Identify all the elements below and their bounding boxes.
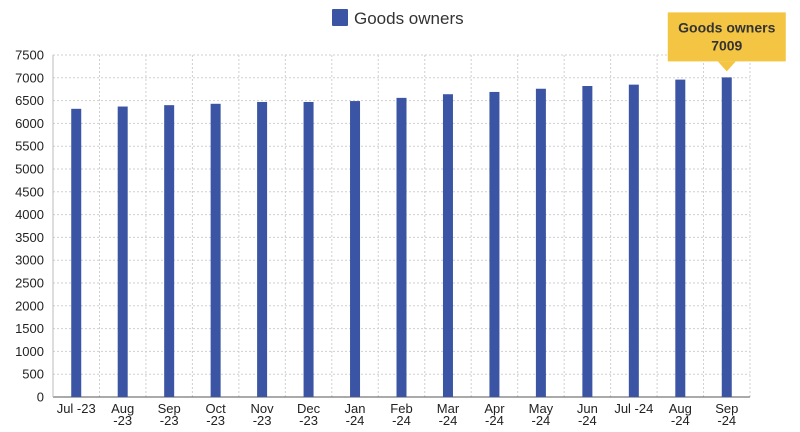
bar[interactable]: [396, 97, 407, 397]
y-tick-label: 3500: [15, 230, 44, 245]
x-tick-label: Sep -23: [158, 401, 181, 428]
x-tick-label: Jun -24: [577, 401, 598, 428]
y-tick-label: 2000: [15, 298, 44, 313]
y-tick-label: 0: [37, 390, 44, 405]
bar[interactable]: [442, 94, 453, 397]
legend-swatch: [332, 9, 348, 26]
x-tick-label: Sep -24: [715, 401, 738, 428]
x-tick-label: Apr -24: [484, 401, 505, 428]
y-tick-label: 1500: [15, 321, 44, 336]
x-tick-label: Aug -24: [669, 401, 692, 428]
bar[interactable]: [489, 91, 500, 397]
y-tick-label: 2500: [15, 276, 44, 291]
bar[interactable]: [535, 88, 546, 397]
bar[interactable]: [257, 101, 268, 397]
bar[interactable]: [71, 108, 82, 398]
legend-label: Goods owners: [354, 9, 464, 28]
y-tick-label: 4500: [15, 184, 44, 199]
x-tick-label: Jul -24: [614, 401, 653, 416]
x-tick-label: Dec -23: [297, 401, 321, 428]
bars: [71, 77, 732, 398]
tooltip: Goods owners 7009: [667, 12, 786, 72]
x-tick-label: Mar -24: [437, 401, 460, 428]
y-tick-label: 1000: [15, 344, 44, 359]
y-tick-label: 5000: [15, 162, 44, 177]
x-tick-label: Nov -23: [251, 401, 275, 428]
y-tick-label: 7500: [15, 48, 44, 63]
x-tick-label: Jul -23: [57, 401, 96, 416]
tick-labels: 0 500 1000 1500 2000 2500 3000 3500 4000 4500 5000…: [15, 48, 738, 429]
bar[interactable]: [628, 84, 639, 397]
bar[interactable]: [582, 86, 593, 398]
y-tick-label: 3000: [15, 253, 44, 268]
x-tick-label: Oct -23: [206, 401, 227, 428]
y-tick-label: 500: [22, 367, 44, 382]
tooltip-pointer: [717, 61, 736, 72]
bar[interactable]: [303, 101, 314, 397]
tooltip-value: 7009: [711, 37, 742, 53]
bar[interactable]: [350, 101, 361, 397]
x-tick-label: Aug -23: [111, 401, 134, 428]
bar[interactable]: [117, 106, 128, 397]
bar[interactable]: [721, 77, 732, 398]
x-tick-label: Feb -24: [390, 401, 412, 428]
legend[interactable]: Goods owners: [332, 9, 464, 28]
bar[interactable]: [210, 103, 221, 398]
y-tick-label: 5500: [15, 139, 44, 154]
x-tick-label: May -24: [529, 401, 554, 428]
tooltip-box: [667, 12, 786, 62]
bar[interactable]: [164, 105, 175, 397]
x-tick-label: Jan -24: [345, 401, 366, 428]
bar[interactable]: [675, 79, 686, 398]
y-tick-label: 7000: [15, 70, 44, 85]
y-tick-label: 6500: [15, 93, 44, 108]
tooltip-series-name: Goods owners: [678, 19, 775, 35]
y-tick-label: 4000: [15, 207, 44, 222]
y-tick-label: 6000: [15, 116, 44, 131]
